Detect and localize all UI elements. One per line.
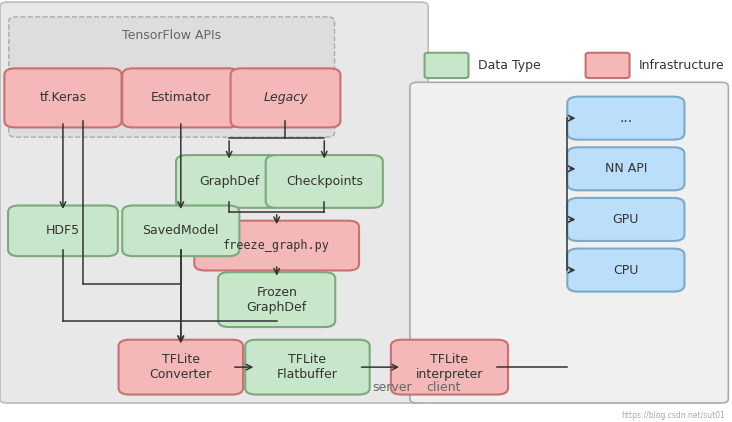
Text: ...: ... <box>619 111 632 125</box>
FancyBboxPatch shape <box>176 155 282 208</box>
Text: TFLite
Flatbuffer: TFLite Flatbuffer <box>277 353 338 381</box>
Text: HDF5: HDF5 <box>46 225 80 237</box>
Text: TFLite
interpreter: TFLite interpreter <box>416 353 483 381</box>
FancyBboxPatch shape <box>122 206 239 256</box>
FancyBboxPatch shape <box>218 272 335 327</box>
Text: Estimator: Estimator <box>151 92 211 104</box>
FancyBboxPatch shape <box>567 198 684 241</box>
FancyBboxPatch shape <box>119 340 243 395</box>
Text: TFLite
Converter: TFLite Converter <box>149 353 212 381</box>
Text: https://blog.csdn.net/sut01: https://blog.csdn.net/sut01 <box>621 411 725 420</box>
FancyBboxPatch shape <box>245 340 370 395</box>
Text: CPU: CPU <box>613 264 638 276</box>
Text: tf.Keras: tf.Keras <box>40 92 86 104</box>
Text: GraphDef: GraphDef <box>199 175 259 188</box>
Text: NN API: NN API <box>605 162 647 175</box>
Text: Frozen
GraphDef: Frozen GraphDef <box>247 286 307 314</box>
Text: SavedModel: SavedModel <box>143 225 219 237</box>
FancyBboxPatch shape <box>194 221 359 271</box>
FancyBboxPatch shape <box>586 53 630 78</box>
FancyBboxPatch shape <box>122 68 239 127</box>
FancyBboxPatch shape <box>567 97 684 140</box>
FancyBboxPatch shape <box>410 82 728 403</box>
Text: TensorFlow APIs: TensorFlow APIs <box>122 29 221 42</box>
Text: client: client <box>426 381 460 394</box>
FancyBboxPatch shape <box>8 206 118 256</box>
FancyBboxPatch shape <box>425 53 468 78</box>
FancyBboxPatch shape <box>567 249 684 292</box>
FancyBboxPatch shape <box>567 147 684 190</box>
FancyBboxPatch shape <box>9 17 335 137</box>
FancyBboxPatch shape <box>0 2 428 403</box>
Text: Data Type: Data Type <box>478 59 541 72</box>
Text: GPU: GPU <box>613 213 639 226</box>
FancyBboxPatch shape <box>231 68 340 127</box>
Text: Infrastructure: Infrastructure <box>639 59 725 72</box>
Text: Legacy: Legacy <box>264 92 307 104</box>
Text: server: server <box>373 381 412 394</box>
FancyBboxPatch shape <box>391 340 508 395</box>
Text: freeze_graph.py: freeze_graph.py <box>223 239 330 252</box>
Text: Checkpoints: Checkpoints <box>285 175 363 188</box>
FancyBboxPatch shape <box>266 155 383 208</box>
FancyBboxPatch shape <box>4 68 122 127</box>
